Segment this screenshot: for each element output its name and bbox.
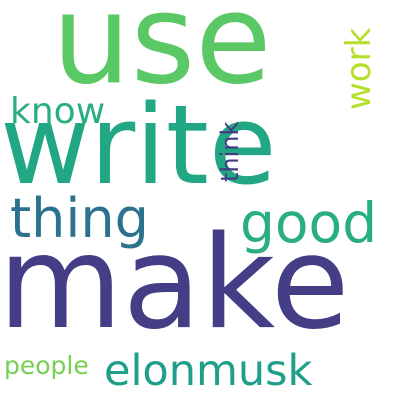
word-good: good [240,191,378,255]
word-know: know [10,91,106,132]
word-people: people [4,351,89,380]
word-use: use [52,0,272,112]
word-elonmusk: elonmusk [104,346,313,396]
word-make: make [0,209,350,358]
word-write: write [0,81,277,209]
word-work: work [339,27,379,110]
word-thing: thing [10,187,149,250]
word-think: think [216,121,244,182]
